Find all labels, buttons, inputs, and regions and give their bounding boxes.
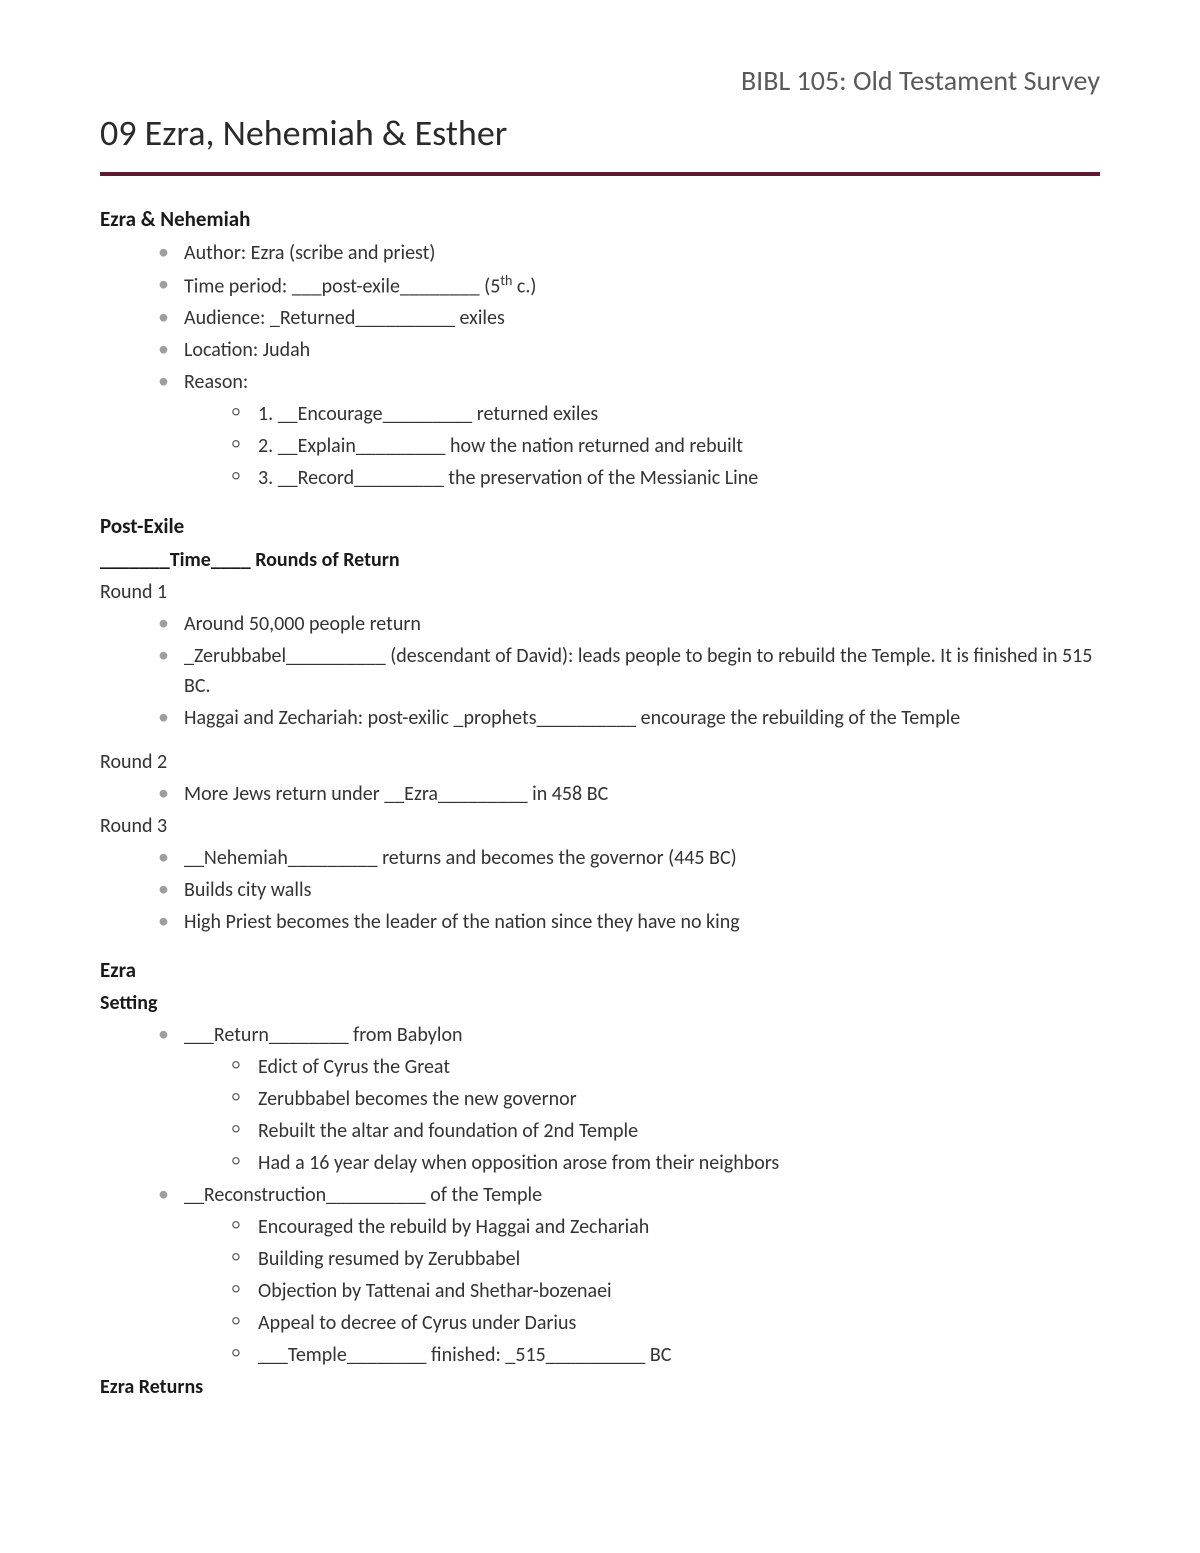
course-header: BIBL 105: Old Testament Survey xyxy=(100,60,1100,102)
list-item: High Priest becomes the leader of the na… xyxy=(158,907,1100,937)
round-2-list: More Jews return under __Ezra_________ i… xyxy=(100,779,1100,809)
list-item: ___Temple________ finished: _515________… xyxy=(232,1340,1100,1370)
text: __Reconstruction__________ of the Temple xyxy=(184,1183,542,1207)
superscript: th xyxy=(500,272,512,289)
list-item: More Jews return under __Ezra_________ i… xyxy=(158,779,1100,809)
text: c.) xyxy=(512,274,536,298)
round-3-label: Round 3 xyxy=(100,811,1100,841)
return-sublist: Edict of Cyrus the Great Zerubbabel beco… xyxy=(184,1052,1100,1178)
setting-label: Setting xyxy=(100,988,1100,1018)
list-item: Location: Judah xyxy=(158,335,1100,365)
rounds-of-return-line: _______Time____ Rounds of Return xyxy=(100,545,1100,575)
text: Time period: ___post-exile________ (5 xyxy=(184,274,500,298)
list-item: ___Return________ from Babylon Edict of … xyxy=(158,1020,1100,1178)
list-item: Appeal to decree of Cyrus under Darius xyxy=(232,1308,1100,1338)
list-item: __Nehemiah_________ returns and becomes … xyxy=(158,843,1100,873)
list-item: Time period: ___post-exile________ (5th … xyxy=(158,270,1100,302)
list-item: Building resumed by Zerubbabel xyxy=(232,1244,1100,1274)
list-item: Author: Ezra (scribe and priest) xyxy=(158,238,1100,268)
title-rule xyxy=(100,172,1100,176)
ezra-nehemiah-list: Author: Ezra (scribe and priest) Time pe… xyxy=(100,238,1100,494)
list-item: 2. __Explain_________ how the nation ret… xyxy=(232,431,1100,461)
list-item: __Reconstruction__________ of the Temple… xyxy=(158,1180,1100,1370)
list-item: Edict of Cyrus the Great xyxy=(232,1052,1100,1082)
list-item: Audience: _Returned__________ exiles xyxy=(158,303,1100,333)
list-item: Objection by Tattenai and Shethar-bozena… xyxy=(232,1276,1100,1306)
text: Reason: xyxy=(184,370,248,394)
document-title: 09 Ezra, Nehemiah & Esther xyxy=(100,106,1100,160)
ezra-setting-list: ___Return________ from Babylon Edict of … xyxy=(100,1020,1100,1370)
list-item: Rebuilt the altar and foundation of 2nd … xyxy=(232,1116,1100,1146)
round-2-label: Round 2 xyxy=(100,747,1100,777)
list-item: Zerubbabel becomes the new governor xyxy=(232,1084,1100,1114)
list-item: _Zerubbabel__________ (descendant of Dav… xyxy=(158,641,1100,701)
list-item: 3. __Record_________ the preservation of… xyxy=(232,463,1100,493)
reason-sublist: 1. __Encourage_________ returned exiles … xyxy=(184,399,1100,493)
list-item: Builds city walls xyxy=(158,875,1100,905)
reconstruction-sublist: Encouraged the rebuild by Haggai and Zec… xyxy=(184,1212,1100,1370)
list-item: Haggai and Zechariah: post-exilic _proph… xyxy=(158,703,1100,733)
list-item: 1. __Encourage_________ returned exiles xyxy=(232,399,1100,429)
section-heading-ezra-nehemiah: Ezra & Nehemiah xyxy=(100,204,1100,236)
round-1-label: Round 1 xyxy=(100,577,1100,607)
list-item: Had a 16 year delay when opposition aros… xyxy=(232,1148,1100,1178)
ezra-returns-label: Ezra Returns xyxy=(100,1372,1100,1402)
list-item: Reason: 1. __Encourage_________ returned… xyxy=(158,367,1100,493)
round-3-list: __Nehemiah_________ returns and becomes … xyxy=(100,843,1100,937)
round-1-list: Around 50,000 people return _Zerubbabel_… xyxy=(100,609,1100,733)
section-heading-post-exile: Post-Exile xyxy=(100,511,1100,543)
section-heading-ezra: Ezra xyxy=(100,955,1100,987)
text: ___Return________ from Babylon xyxy=(184,1023,463,1047)
list-item: Encouraged the rebuild by Haggai and Zec… xyxy=(232,1212,1100,1242)
list-item: Around 50,000 people return xyxy=(158,609,1100,639)
